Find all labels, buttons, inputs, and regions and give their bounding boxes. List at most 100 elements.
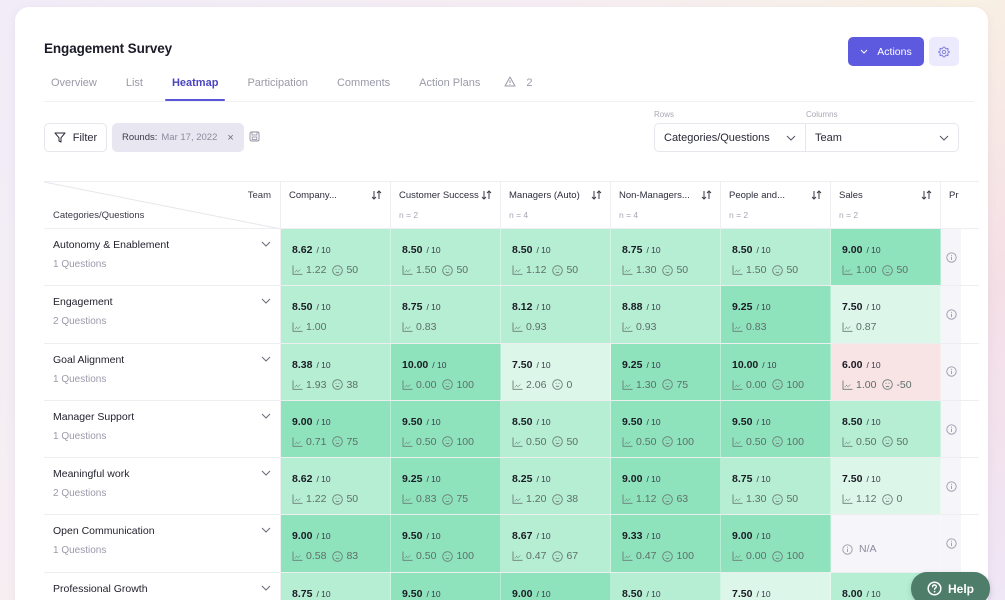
sort-icon[interactable] xyxy=(811,190,822,200)
tab-overview[interactable]: Overview xyxy=(51,77,97,89)
heatmap-cell[interactable]: 9.50/ 10 0.50 100 xyxy=(611,400,721,458)
smiley-face-icon xyxy=(662,551,674,562)
tab-alerts[interactable]: 2 xyxy=(502,75,532,101)
chevron-down-icon[interactable] xyxy=(261,585,271,591)
sort-icon[interactable] xyxy=(481,190,492,200)
heatmap-cell[interactable]: 9.25/ 10 1.30 75 xyxy=(611,343,721,400)
close-icon[interactable]: × xyxy=(227,131,234,144)
row-header[interactable]: Meaningful work 2 Questions xyxy=(44,458,281,515)
heatmap-cell[interactable]: 8.25/ 10 1.20 38 xyxy=(501,458,611,515)
filter-button[interactable]: Filter xyxy=(44,123,107,152)
column-header[interactable]: Pr xyxy=(941,182,961,228)
heatmap-cell[interactable]: 7.50/ 10 1.12 0 xyxy=(831,458,941,515)
sort-icon[interactable] xyxy=(921,190,932,200)
sort-icon[interactable] xyxy=(371,190,382,200)
heatmap-cell[interactable]: 9.33/ 10 0.47 100 xyxy=(611,515,721,572)
heatmap-cell[interactable]: 9.50/ 10 0.50 100 xyxy=(391,515,501,572)
heatmap-cell[interactable]: 9.00/ 10 0.71 75 xyxy=(281,400,391,458)
heatmap-cell[interactable]: 8.50/ 10 1.00 xyxy=(281,286,391,343)
row-header[interactable]: Manager Support 1 Questions xyxy=(44,400,281,458)
heatmap-cell[interactable]: 6.00/ 10 1.00 -50 xyxy=(831,343,941,400)
heatmap-cell[interactable]: 10.00/ 10 0.00 100 xyxy=(391,343,501,400)
save-icon[interactable] xyxy=(249,131,260,142)
heatmap-cell[interactable]: 8.38/ 10 1.93 38 xyxy=(281,343,391,400)
heatmap-cell[interactable]: N/A xyxy=(831,515,941,572)
column-header[interactable]: Managers (Auto) n = 4 xyxy=(501,182,611,228)
column-header[interactable]: Customer Success n = 2 xyxy=(391,182,501,228)
heatmap-cell[interactable]: 9.25/ 10 0.83 75 xyxy=(391,458,501,515)
chevron-down-icon[interactable] xyxy=(261,241,271,247)
heatmap-cell[interactable]: 9.00/ 10 0.58 83 xyxy=(281,515,391,572)
heatmap-cell[interactable]: 8.75/ 10 xyxy=(281,572,391,600)
heatmap-cell[interactable]: 7.50/ 10 2.06 0 xyxy=(501,343,611,400)
column-header[interactable]: People and... n = 2 xyxy=(721,182,831,228)
std-deviation-value: 1.00 xyxy=(856,378,877,391)
tab-action-plans[interactable]: Action Plans xyxy=(419,77,481,89)
heatmap-cell[interactable]: 8.50/ 10 xyxy=(611,572,721,600)
tab-heatmap[interactable]: Heatmap xyxy=(164,75,226,101)
heatmap-cell[interactable]: 10.00/ 10 0.00 100 xyxy=(721,343,831,400)
heatmap-cell[interactable]: 7.50/ 10 xyxy=(721,572,831,600)
actions-button[interactable]: Actions xyxy=(848,37,924,66)
sort-icon[interactable] xyxy=(701,190,712,200)
chevron-down-icon[interactable] xyxy=(261,298,271,305)
heatmap-cell[interactable]: 8.50/ 10 1.50 50 xyxy=(721,229,831,286)
heatmap-cell[interactable]: 8.50/ 10 0.50 50 xyxy=(831,400,941,458)
row-header[interactable]: Engagement 2 Questions xyxy=(44,286,281,343)
heatmap-cell[interactable]: 8.75/ 10 1.30 50 xyxy=(721,458,831,515)
chevron-down-icon[interactable] xyxy=(261,413,271,419)
heatmap-cell[interactable]: 9.00/ 10 1.00 50 xyxy=(831,229,941,286)
diagonal-divider xyxy=(44,182,281,229)
tab-participation[interactable]: Participation xyxy=(247,77,308,89)
heatmap-cell[interactable]: 8.62/ 10 1.22 50 xyxy=(281,458,391,515)
row-header[interactable]: Open Communication 1 Questions xyxy=(44,515,281,572)
heatmap-cell[interactable]: 9.50/ 10 0.50 100 xyxy=(391,400,501,458)
column-header[interactable]: Non-Managers... n = 4 xyxy=(611,182,721,228)
score-max: / 10 xyxy=(426,474,441,485)
heatmap-cell[interactable]: 8.88/ 10 0.93 xyxy=(611,286,721,343)
chevron-down-icon[interactable] xyxy=(261,356,271,362)
heatmap-cell[interactable]: 8.67/ 10 0.47 67 xyxy=(501,515,611,572)
help-button[interactable]: Help xyxy=(911,572,990,600)
columns-select[interactable]: Team xyxy=(806,123,959,152)
heatmap-cell[interactable]: 9.50/ 10 xyxy=(391,572,501,600)
heatmap-cell[interactable]: 9.00/ 10 0.00 100 xyxy=(721,515,831,572)
heatmap-cell-truncated[interactable] xyxy=(941,400,961,458)
heatmap-cell[interactable]: 8.12/ 10 0.93 xyxy=(501,286,611,343)
row-header[interactable]: Professional Growth xyxy=(44,572,281,600)
heatmap-cell[interactable]: 7.50/ 10 0.87 xyxy=(831,286,941,343)
chevron-down-icon[interactable] xyxy=(261,527,271,534)
settings-button[interactable] xyxy=(929,37,959,66)
na-value: N/A xyxy=(859,543,877,556)
question-count: 1 Questions xyxy=(53,545,107,557)
row-header[interactable]: Autonomy & Enablement 1 Questions xyxy=(44,229,281,286)
heatmap-cell-truncated[interactable] xyxy=(941,229,961,286)
chevron-down-icon[interactable] xyxy=(261,470,271,476)
info-icon xyxy=(945,251,957,263)
heatmap-cell-truncated[interactable] xyxy=(941,458,961,515)
heatmap-cell[interactable]: 9.50/ 10 0.50 100 xyxy=(721,400,831,458)
heatmap-cell[interactable]: 9.25/ 10 0.83 xyxy=(721,286,831,343)
heatmap-cell[interactable]: 8.50/ 10 1.12 50 xyxy=(501,229,611,286)
tab-list[interactable]: List xyxy=(125,77,143,89)
heatmap-cell[interactable]: 8.75/ 10 0.83 xyxy=(391,286,501,343)
score-max: / 10 xyxy=(866,474,881,485)
rows-select[interactable]: Categories/Questions xyxy=(654,123,806,152)
heatmap-cell[interactable]: 8.50/ 10 0.50 50 xyxy=(501,400,611,458)
sort-icon[interactable] xyxy=(591,190,602,200)
column-header[interactable]: Sales n = 2 xyxy=(831,182,941,228)
smiley-face-icon xyxy=(772,379,784,390)
heatmap-cell-truncated[interactable] xyxy=(941,286,961,343)
heatmap-cell-truncated[interactable] xyxy=(941,515,961,572)
heatmap-cell[interactable]: 9.00/ 10 xyxy=(501,572,611,600)
heatmap-cell[interactable]: 8.62/ 10 1.22 50 xyxy=(281,229,391,286)
enps-value: 50 xyxy=(566,264,579,276)
column-header[interactable]: Company... xyxy=(281,182,391,228)
heatmap-cell[interactable]: 9.00/ 10 1.12 63 xyxy=(611,458,721,515)
row-header[interactable]: Goal Alignment 1 Questions xyxy=(44,343,281,400)
heatmap-cell[interactable]: 8.75/ 10 1.30 50 xyxy=(611,229,721,286)
heatmap-cell-truncated[interactable] xyxy=(941,343,961,400)
columns-select-value: Team xyxy=(815,131,842,144)
heatmap-cell[interactable]: 8.50/ 10 1.50 50 xyxy=(391,229,501,286)
tab-comments[interactable]: Comments xyxy=(336,77,391,89)
